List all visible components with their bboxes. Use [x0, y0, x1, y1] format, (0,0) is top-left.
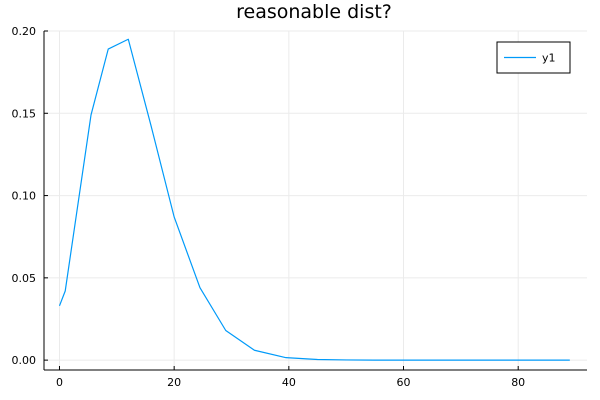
- legend-label-y1: y1: [542, 52, 556, 65]
- y-tick-label-1: 0.05: [12, 272, 37, 285]
- x-tick-label-4: 80: [511, 376, 525, 389]
- x-tick-label-0: 0: [56, 376, 63, 389]
- series-layer: [58, 38, 570, 361]
- axes: [43, 30, 587, 371]
- x-tick-label-3: 60: [397, 376, 411, 389]
- series-line-y1: [58, 38, 570, 361]
- grid-lines: [44, 30, 587, 370]
- y-tick-label-3: 0.15: [12, 107, 37, 120]
- y-tick-label-0: 0.00: [12, 354, 37, 367]
- chart-title: reasonable dist?: [236, 1, 392, 23]
- y-tick-label-4: 0.20: [12, 25, 37, 38]
- legend: y1: [496, 41, 571, 74]
- tick-labels: 0 20 40 60 80 0.00 0.05 0.10 0.15 0.20: [12, 25, 526, 389]
- x-tick-label-1: 20: [167, 376, 181, 389]
- y-tick-label-2: 0.10: [12, 190, 37, 203]
- x-tick-label-2: 40: [282, 376, 296, 389]
